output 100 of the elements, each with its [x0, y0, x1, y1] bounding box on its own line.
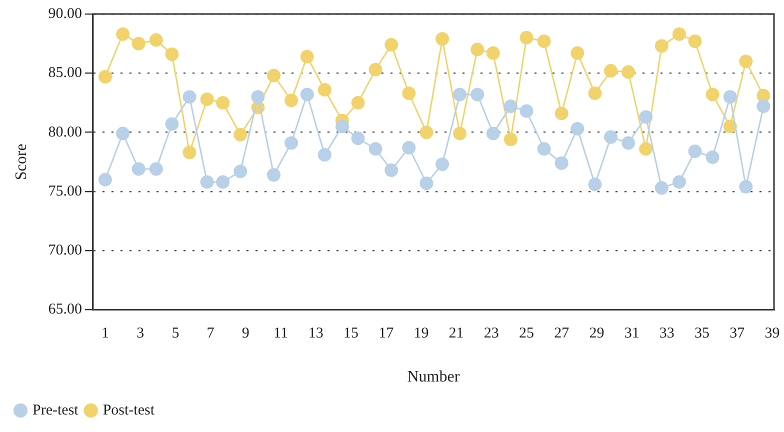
- point: [116, 27, 130, 41]
- point: [570, 122, 584, 136]
- point: [200, 92, 214, 106]
- x-tick-label: 33: [659, 326, 674, 342]
- x-tick-label: 13: [308, 326, 324, 342]
- point: [520, 104, 534, 118]
- y-tick-label: 85.00: [48, 65, 82, 82]
- point: [622, 136, 636, 150]
- point: [318, 82, 332, 96]
- x-tick-label: 19: [414, 326, 429, 342]
- point: [739, 54, 753, 68]
- point: [116, 126, 130, 140]
- point: [420, 126, 434, 140]
- point: [639, 110, 653, 124]
- y-tick-label: 75.00: [48, 183, 82, 200]
- point: [672, 27, 686, 41]
- x-tick-label: 7: [206, 326, 215, 342]
- point: [266, 168, 280, 182]
- point: [251, 90, 265, 104]
- point: [486, 126, 500, 140]
- point: [149, 162, 163, 176]
- point: [588, 86, 602, 100]
- point: [688, 144, 702, 158]
- point: [537, 34, 551, 48]
- x-tick-label: 11: [274, 326, 288, 342]
- y-tick-label: 65.00: [48, 302, 82, 318]
- point: [216, 96, 230, 110]
- point: [335, 120, 349, 134]
- point: [622, 65, 636, 79]
- point: [554, 106, 568, 120]
- point: [182, 146, 196, 160]
- legend-label: Post-test: [102, 402, 156, 418]
- point: [402, 140, 416, 154]
- x-tick-label: 31: [624, 326, 640, 342]
- x-tick-label: 1: [101, 326, 109, 342]
- y-tick-label: 90.00: [48, 6, 82, 22]
- y-tick-label: 80.00: [48, 124, 82, 140]
- point: [672, 175, 686, 189]
- point: [570, 46, 584, 60]
- x-tick-label: 27: [554, 326, 570, 342]
- point: [402, 86, 416, 100]
- point: [588, 178, 602, 192]
- point: [706, 88, 720, 102]
- point: [604, 130, 618, 144]
- point: [200, 175, 214, 189]
- x-tick-label: 39: [764, 326, 780, 342]
- point: [706, 150, 720, 164]
- point: [368, 142, 382, 156]
- point: [470, 42, 484, 56]
- point: [132, 36, 146, 50]
- point: [520, 30, 534, 44]
- x-tick-label: 23: [484, 326, 499, 342]
- point: [98, 172, 112, 186]
- point: [470, 88, 484, 102]
- point: [604, 64, 618, 78]
- point: [756, 100, 770, 114]
- x-tick-label: 3: [136, 326, 144, 342]
- point: [436, 158, 449, 172]
- x-tick-label: 21: [448, 326, 464, 342]
- point: [234, 164, 248, 178]
- point: [351, 131, 365, 145]
- point: [739, 180, 753, 194]
- point: [300, 50, 314, 64]
- x-tick-label: 35: [694, 326, 710, 342]
- point: [98, 70, 112, 84]
- point: [639, 142, 653, 156]
- x-tick-label: 37: [730, 326, 746, 342]
- point: [384, 163, 398, 177]
- y-tick-label: 70.00: [48, 242, 82, 259]
- point: [688, 34, 702, 48]
- point: [537, 142, 551, 156]
- point: [318, 148, 332, 162]
- point: [351, 96, 365, 110]
- point: [453, 126, 467, 140]
- point: [384, 38, 398, 52]
- x-tick-label: 9: [242, 326, 250, 342]
- point: [284, 94, 298, 108]
- point: [266, 68, 280, 82]
- point: [504, 100, 518, 114]
- point: [654, 39, 668, 53]
- point: [723, 90, 737, 104]
- point: [165, 117, 179, 131]
- point: [654, 181, 668, 195]
- point: [216, 175, 230, 189]
- x-tick-label: 25: [519, 326, 534, 342]
- point: [149, 33, 163, 47]
- point: [436, 32, 449, 46]
- legend-label: Pre-test: [32, 402, 80, 418]
- point: [182, 90, 196, 104]
- point: [420, 176, 434, 190]
- y-axis-title: Score: [12, 144, 30, 180]
- x-tick-label: 15: [343, 326, 358, 342]
- point: [486, 46, 500, 60]
- x-tick-label: 29: [589, 326, 604, 342]
- point: [554, 156, 568, 170]
- point: [132, 162, 146, 176]
- point: [453, 88, 467, 102]
- x-tick-label: 17: [378, 326, 394, 342]
- x-tick-label: 5: [172, 326, 180, 342]
- point: [504, 132, 518, 146]
